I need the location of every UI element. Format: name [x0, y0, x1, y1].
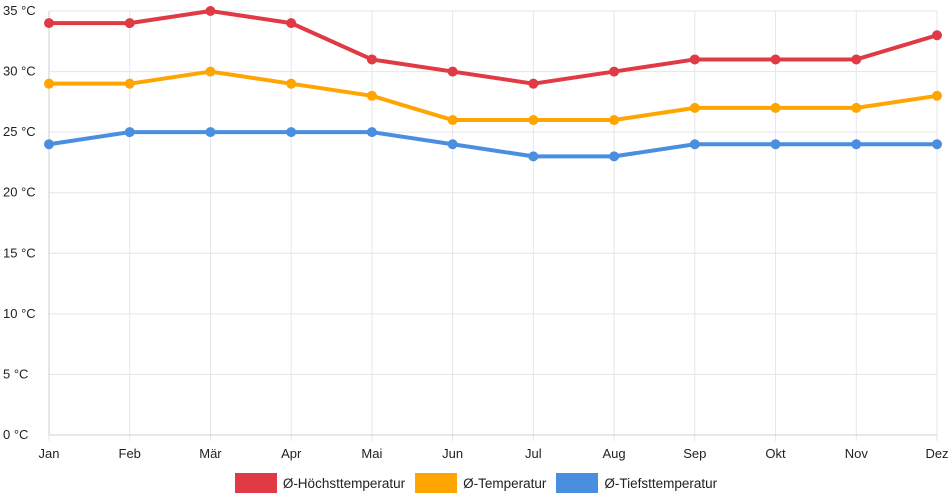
data-point[interactable] [286, 127, 297, 138]
y-tick-label: 0 °C [3, 427, 28, 442]
data-point[interactable] [609, 115, 620, 126]
x-axis-ticks: Jan Feb Mär Apr Mai Jun Jul Aug Sep Okt Nov Dez [39, 446, 949, 461]
legend-label-avg: Ø-Temperatur [463, 475, 547, 491]
legend-label-min: Ø-Tiefsttemperatur [604, 475, 718, 491]
data-point[interactable] [528, 78, 539, 89]
data-point[interactable] [770, 139, 781, 150]
legend: Ø-Höchsttemperatur Ø-Temperatur Ø-Tiefst… [0, 470, 952, 496]
y-tick-label: 15 °C [3, 245, 36, 260]
data-point[interactable] [528, 151, 539, 162]
x-tick-label: Mai [361, 446, 382, 461]
data-point[interactable] [770, 54, 781, 65]
data-point[interactable] [447, 115, 458, 126]
series-2 [44, 127, 942, 162]
data-point[interactable] [770, 102, 781, 113]
data-point[interactable] [689, 54, 700, 65]
x-tick-label: Okt [765, 446, 786, 461]
data-point[interactable] [851, 54, 862, 65]
legend-swatch-min [556, 473, 599, 493]
data-point[interactable] [124, 18, 135, 29]
data-point[interactable] [689, 102, 700, 113]
x-tick-label: Mär [199, 446, 222, 461]
legend-item-min[interactable]: Ø-Tiefsttemperatur [556, 473, 717, 493]
x-tick-label: Jun [442, 446, 463, 461]
data-point[interactable] [609, 151, 620, 162]
y-axis-ticks: 0 °C 5 °C 10 °C 15 °C 20 °C 25 °C 30 °C 35 °C [3, 3, 36, 442]
data-point[interactable] [124, 127, 135, 138]
data-point[interactable] [205, 127, 216, 138]
data-point[interactable] [286, 78, 297, 89]
data-point[interactable] [44, 78, 54, 89]
x-tick-label: Jul [525, 446, 542, 461]
data-point[interactable] [44, 18, 54, 29]
x-tick-label: Jan [39, 446, 60, 461]
data-point[interactable] [124, 78, 135, 89]
data-point[interactable] [528, 115, 539, 126]
series-line [47, 69, 939, 123]
x-tick-label: Aug [603, 446, 626, 461]
legend-swatch-max [234, 473, 277, 493]
data-point[interactable] [609, 66, 620, 77]
x-tick-label: Sep [683, 446, 706, 461]
data-point[interactable] [366, 90, 377, 101]
legend-label-max: Ø-Höchsttemperatur [282, 475, 406, 491]
data-point[interactable] [689, 139, 700, 150]
series-1 [44, 66, 942, 126]
data-point[interactable] [366, 54, 377, 65]
data-point[interactable] [851, 139, 862, 150]
y-tick-label: 30 °C [3, 64, 36, 79]
y-tick-label: 20 °C [3, 185, 36, 200]
data-point[interactable] [286, 18, 297, 29]
legend-item-max[interactable]: Ø-Höchsttemperatur [234, 473, 406, 493]
series-line [47, 130, 939, 159]
x-tick-label: Dez [925, 446, 948, 461]
y-tick-label: 5 °C [3, 366, 28, 381]
x-tick-label: Apr [281, 446, 302, 461]
x-tick-label: Nov [845, 446, 869, 461]
data-point[interactable] [447, 66, 458, 77]
data-point[interactable] [44, 139, 54, 150]
data-point[interactable] [447, 139, 458, 150]
data-point[interactable] [205, 66, 216, 77]
y-tick-label: 35 °C [3, 3, 36, 18]
data-point[interactable] [851, 102, 862, 113]
legend-item-avg[interactable]: Ø-Temperatur [415, 473, 546, 493]
data-point[interactable] [366, 127, 377, 138]
temperature-line-chart: 0 °C 5 °C 10 °C 15 °C 20 °C 25 °C 30 °C 35 °C J… [3, 3, 949, 461]
data-point[interactable] [932, 90, 942, 101]
data-point[interactable] [932, 30, 942, 41]
series-0 [44, 6, 942, 89]
y-tick-label: 10 °C [3, 306, 36, 321]
x-tick-label: Feb [119, 446, 141, 461]
legend-swatch-avg [415, 473, 458, 493]
series-lines [44, 6, 942, 162]
data-point[interactable] [932, 139, 942, 150]
series-line [47, 9, 939, 86]
data-point[interactable] [205, 6, 216, 16]
y-tick-label: 25 °C [3, 124, 36, 139]
